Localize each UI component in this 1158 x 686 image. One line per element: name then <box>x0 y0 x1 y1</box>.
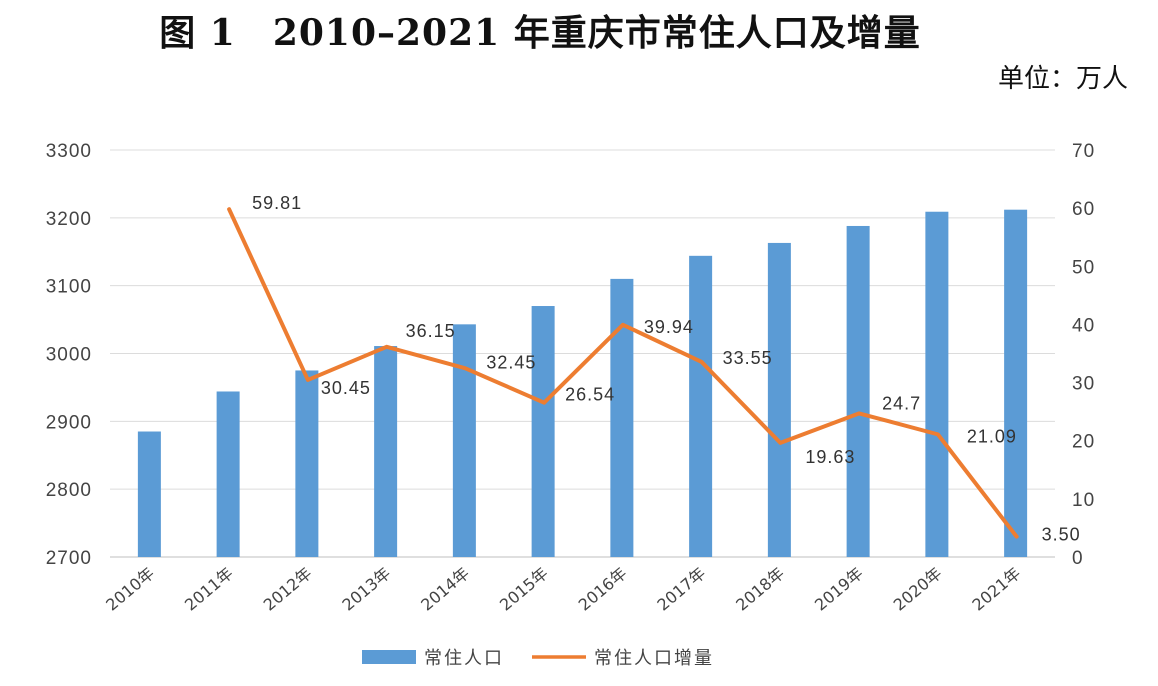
x-tick-label: 2015年 <box>496 564 552 615</box>
data-label: 30.45 <box>321 378 371 398</box>
bar <box>452 324 476 557</box>
right-tick-label: 40 <box>1072 315 1095 336</box>
left-tick-label: 2700 <box>46 548 92 569</box>
x-tick-label: 2013年 <box>339 564 395 615</box>
chart-title: 图 1 2010–2021 年重庆市常住人口及增量 <box>159 12 921 54</box>
bar <box>767 242 791 557</box>
bar <box>846 225 870 557</box>
x-tick-label: 2020年 <box>890 564 946 615</box>
unit-label: 单位：万人 <box>997 64 1128 94</box>
increment-line <box>227 207 1019 539</box>
data-label: 39.94 <box>644 317 694 337</box>
right-tick-label: 30 <box>1072 374 1095 395</box>
bar <box>1004 209 1028 557</box>
left-y-axis: 2700 2800 2900 3000 3100 3200 3300 <box>46 141 92 569</box>
left-tick-label: 3200 <box>46 209 92 230</box>
x-tick-label: 2011年 <box>181 564 237 615</box>
bar <box>689 255 713 557</box>
line-series <box>227 207 1019 539</box>
x-tick-label: 2021年 <box>969 564 1025 615</box>
bar <box>610 278 634 557</box>
bar <box>137 431 161 557</box>
bar-series <box>137 209 1028 557</box>
data-label: 32.45 <box>486 352 536 372</box>
legend-line-label: 常住人口增量 <box>594 648 714 669</box>
bar <box>925 211 949 557</box>
right-tick-label: 20 <box>1072 432 1095 453</box>
right-tick-label: 60 <box>1072 199 1095 220</box>
data-label: 59.81 <box>252 193 302 213</box>
left-tick-label: 3100 <box>46 277 92 298</box>
x-tick-label: 2014年 <box>417 564 473 615</box>
x-tick-label: 2018年 <box>732 564 788 615</box>
left-tick-label: 3300 <box>46 141 92 162</box>
bar <box>295 370 319 557</box>
data-labels: 59.81 30.45 36.15 32.45 26.54 39.94 33.55 19.63… <box>252 193 1081 545</box>
x-tick-label: 2019年 <box>811 564 867 615</box>
data-label: 36.15 <box>406 321 456 341</box>
data-label: 24.7 <box>882 393 921 413</box>
x-tick-label: 2017年 <box>654 564 710 615</box>
data-label: 21.09 <box>967 426 1017 446</box>
data-label: 19.63 <box>805 447 855 467</box>
x-axis: 2010年 2011年 2012年 2013年 2014年 2015年 2016年 2017年… <box>102 564 1024 615</box>
legend-bar-swatch <box>362 650 416 664</box>
data-label: 26.54 <box>565 385 615 405</box>
right-tick-label: 0 <box>1072 548 1084 569</box>
bar <box>531 306 555 557</box>
data-label: 3.50 <box>1042 525 1081 545</box>
data-label: 33.55 <box>723 348 773 368</box>
legend: 常住人口 常住人口增量 <box>362 648 714 669</box>
legend-bar-label: 常住人口 <box>424 648 504 669</box>
x-tick-label: 2012年 <box>260 564 316 615</box>
bar <box>216 391 240 557</box>
right-tick-label: 70 <box>1072 141 1095 162</box>
right-tick-label: 50 <box>1072 257 1095 278</box>
x-tick-label: 2016年 <box>575 564 631 615</box>
x-tick-label: 2010年 <box>102 564 158 615</box>
right-tick-label: 10 <box>1072 490 1095 511</box>
left-tick-label: 3000 <box>46 345 92 366</box>
right-y-axis: 0 10 20 30 40 50 60 70 <box>1072 141 1095 569</box>
grid-lines <box>110 149 1055 558</box>
bar <box>374 346 398 557</box>
left-tick-label: 2900 <box>46 412 92 433</box>
left-tick-label: 2800 <box>46 480 92 501</box>
